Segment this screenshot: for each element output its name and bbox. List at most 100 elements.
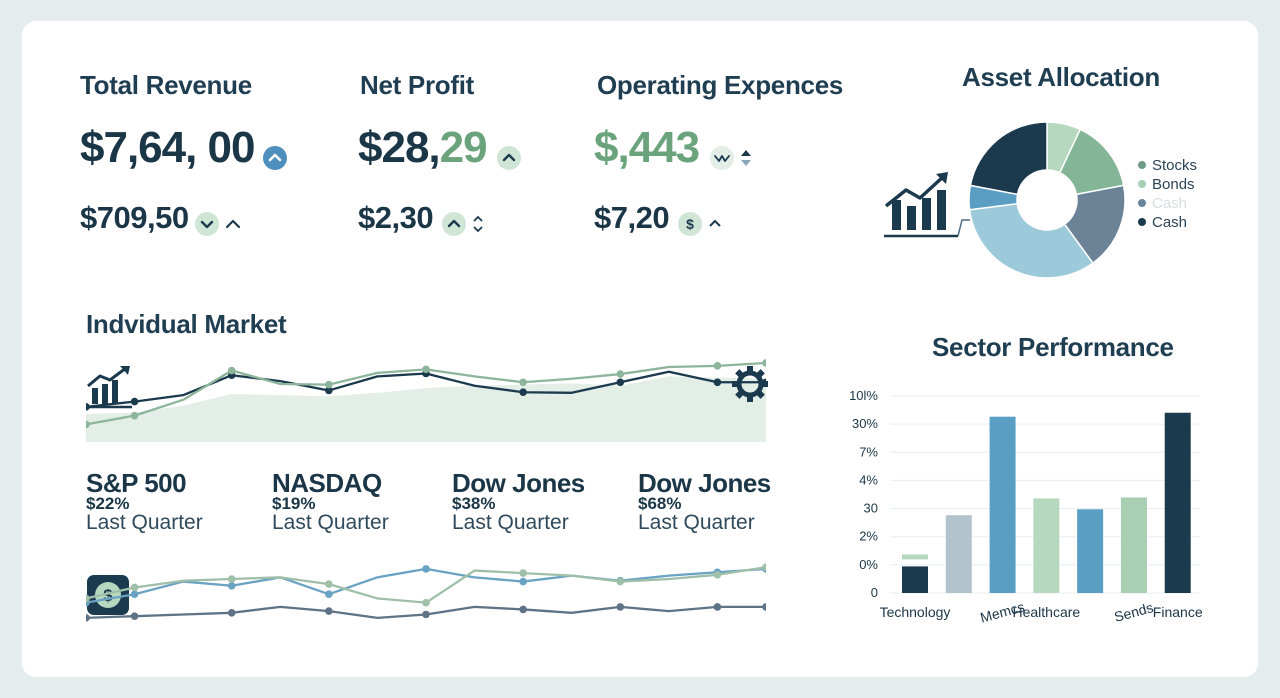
legend-dot <box>1138 218 1146 227</box>
market-name: Dow Jones <box>638 468 771 498</box>
asset-allocation-title: Asset Allocation <box>962 62 1160 92</box>
market-sub: Last Quarter <box>452 511 569 534</box>
kpi-operating-expenses-value: $,443 <box>594 123 700 172</box>
money-icon: $ <box>87 575 129 615</box>
data-point <box>86 403 90 411</box>
individual-market-line-chart <box>86 359 766 442</box>
y-tick-label: 0% <box>859 557 878 572</box>
kpi-total-revenue-title: Total Revenue <box>80 70 252 100</box>
kpi-total-revenue-value: $7,64, 00 <box>80 123 255 172</box>
pie-slice <box>969 121 1048 196</box>
data-point <box>713 362 722 370</box>
data-point <box>422 565 430 573</box>
y-tick-label: 30% <box>852 416 878 431</box>
data-point <box>130 411 139 420</box>
individual-market-title: Indvidual Market <box>86 309 287 339</box>
market-nasdaq: NASDAQ $19% Last Quarter <box>272 470 389 534</box>
data-point <box>519 388 527 397</box>
market-pct: $38% <box>452 494 496 513</box>
data-point <box>227 581 236 590</box>
growth-chart-icon <box>884 172 970 238</box>
data-point <box>86 614 90 622</box>
legend-dot <box>1138 161 1146 170</box>
bar <box>1120 497 1147 593</box>
market-sub: Last Quarter <box>272 511 389 534</box>
bar <box>1033 498 1060 593</box>
area-fill <box>86 376 766 442</box>
kpi-operating-expenses-sub: $7,20 <box>594 200 670 235</box>
data-point <box>130 397 139 406</box>
data-point <box>762 603 766 611</box>
data-point <box>422 365 430 374</box>
kpi-net-profit-title: Net Profit <box>360 70 475 100</box>
bar <box>1077 509 1104 593</box>
bar <box>989 416 1016 593</box>
legend-dot <box>1138 199 1146 208</box>
data-point <box>616 603 625 611</box>
svg-text:$: $ <box>686 216 694 232</box>
data-point <box>762 563 766 571</box>
data-point <box>762 359 766 367</box>
legend-label: Bonds <box>1152 176 1195 193</box>
data-point <box>422 598 430 607</box>
sector-performance-title: Sector Performance <box>932 332 1174 362</box>
kpi-operating-expenses-title: Operating Expences <box>597 70 844 100</box>
y-tick-label: 7% <box>859 444 878 459</box>
data-point <box>519 605 527 614</box>
kpi-total-revenue-value-row: $7,64, 00 <box>80 126 287 170</box>
data-point <box>519 569 527 577</box>
data-point <box>86 594 90 603</box>
data-point <box>713 571 722 579</box>
y-tick-label: 10l% <box>849 388 878 403</box>
kpi-net-profit-sub-row: $2,30 <box>358 202 486 236</box>
dollar-icon: $ <box>677 211 702 236</box>
data-point <box>227 609 236 617</box>
sort-icon <box>473 215 483 233</box>
legend-label: Stocks <box>1152 157 1198 174</box>
asset-allocation-donut <box>968 121 1126 279</box>
trend-up-icon <box>262 145 287 170</box>
x-tick-label: Finance <box>1153 604 1203 620</box>
market-pct: $19% <box>272 494 316 513</box>
kpi-total-revenue-sub-row: $709,50 <box>80 202 243 236</box>
data-point <box>325 607 333 615</box>
market-name: NASDAQ <box>272 468 382 498</box>
market-comparison-line-chart <box>86 563 766 622</box>
kpi-total-revenue-sub: $709,50 <box>80 200 189 235</box>
kpi-net-profit-sub: $2,30 <box>358 200 434 235</box>
kpi-net-profit-value-row: $28,29 <box>358 123 522 172</box>
data-point <box>616 577 625 586</box>
market-pct: $22% <box>86 494 130 513</box>
data-point <box>86 420 90 429</box>
data-point <box>130 590 139 599</box>
data-point <box>325 580 333 588</box>
kpi-operating-expenses-value-row: $,443 <box>594 126 756 170</box>
bar <box>1164 412 1191 593</box>
data-point <box>227 575 236 583</box>
data-point <box>713 378 722 387</box>
sector-performance-bar-chart: 00%2%304%7%30%10l%Technology MemcsHealthc… <box>849 388 1203 626</box>
y-tick-label: 0 <box>871 585 878 600</box>
legend-label: Cash <box>1152 195 1188 212</box>
kpi-net-profit-value-a: $28, <box>358 123 441 172</box>
market-pct: $68% <box>638 494 682 513</box>
data-point <box>130 612 139 620</box>
y-tick-label: 30 <box>864 501 878 516</box>
pie-slice <box>968 202 1094 279</box>
x-tick-label: Healthcare <box>1013 604 1081 620</box>
kpi-net-profit-value-b: 29 <box>439 123 488 172</box>
trend-up-icon <box>441 211 466 236</box>
bar-cap <box>902 554 928 560</box>
volatility-icon <box>709 145 734 170</box>
data-point <box>519 577 527 586</box>
asset-allocation-legend: Stocks Bonds Cash Cash <box>1138 156 1197 232</box>
kpi-operating-expenses-sub-row: $7,20 $ <box>594 202 724 236</box>
bar <box>945 515 972 593</box>
data-point <box>130 583 139 592</box>
svg-text:$: $ <box>103 586 113 605</box>
x-tick-label: Sends <box>1112 599 1154 625</box>
market-name: Dow Jones <box>452 468 585 498</box>
bar <box>902 566 928 593</box>
data-point <box>713 603 722 611</box>
data-point <box>325 380 333 389</box>
